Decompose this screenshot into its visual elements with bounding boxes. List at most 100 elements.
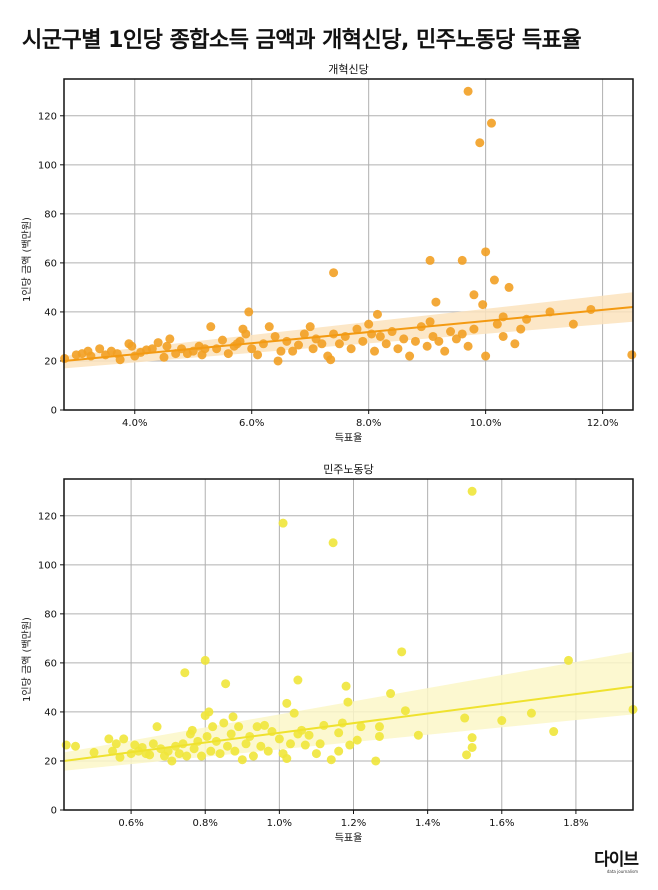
x-tick-label: 1.2% (341, 818, 366, 829)
data-point (317, 339, 327, 349)
data-point (252, 722, 262, 732)
data-point (219, 718, 229, 728)
data-point (115, 752, 125, 762)
data-point (486, 118, 496, 128)
data-point (270, 331, 280, 341)
x-tick-label: 1.0% (267, 818, 292, 829)
data-point (200, 655, 210, 665)
y-tick-label: 20 (44, 756, 57, 767)
data-point (375, 331, 385, 341)
data-point (334, 339, 344, 349)
x-tick-label: 6.0% (239, 418, 264, 429)
y-tick-label: 120 (38, 111, 57, 122)
data-point (516, 324, 526, 334)
data-point (478, 300, 488, 310)
data-point (498, 331, 508, 341)
data-point (413, 730, 423, 740)
data-point (352, 735, 362, 745)
data-point (399, 334, 409, 344)
data-point (308, 344, 318, 354)
data-point (289, 708, 299, 718)
regression-line (63, 685, 634, 762)
data-point (273, 356, 283, 366)
y-tick-label: 0 (51, 806, 57, 817)
chart-gaehyeok: 개혁신당 0 20 40 60 80 100 120 4.0% 6.0% 8.0% 10.0% 12.0… (21, 63, 637, 444)
data-point (61, 740, 71, 750)
data-point (370, 346, 380, 356)
data-point (393, 344, 403, 354)
confidence-band (64, 292, 633, 369)
data-point (422, 341, 432, 351)
plot-frame (63, 478, 634, 811)
data-point (341, 681, 351, 691)
data-point (329, 329, 339, 339)
y-tick-label: 120 (38, 511, 57, 522)
data-point (222, 741, 232, 751)
data-point (526, 708, 536, 718)
logo-text: 다이브 (594, 850, 639, 870)
data-point (147, 344, 157, 354)
data-point (237, 755, 247, 765)
data-point (469, 290, 479, 300)
data-point (187, 725, 197, 735)
data-point (425, 317, 435, 327)
y-axis-label: 1인당 금액 (백만원) (21, 617, 33, 702)
data-point (189, 744, 199, 754)
data-point (425, 255, 435, 265)
chart-title: 개혁신당 (328, 63, 368, 76)
data-point (115, 355, 125, 365)
chart-minju-nodong: 민주노동당 0 20 40 60 80 100 120 0.6% 0.8% 1.0% 1.2% 1.4%… (21, 463, 638, 844)
data-point (288, 346, 298, 356)
data-point (153, 338, 163, 348)
data-point (165, 334, 175, 344)
data-point (234, 722, 244, 732)
data-point (457, 255, 467, 265)
data-point (223, 349, 233, 359)
data-point (497, 716, 507, 726)
data-point (352, 324, 362, 334)
data-point (586, 304, 596, 314)
data-point (119, 734, 129, 744)
data-point (217, 335, 227, 345)
data-point (489, 275, 499, 285)
data-point (305, 322, 315, 332)
y-tick-label: 20 (44, 356, 57, 367)
data-point (440, 346, 450, 356)
data-point (358, 336, 368, 346)
data-point (329, 268, 339, 278)
data-point (148, 739, 158, 749)
data-point (282, 698, 292, 708)
data-point (467, 486, 477, 496)
data-point (215, 749, 225, 759)
x-tick-label: 0.8% (193, 818, 218, 829)
data-point (434, 336, 444, 346)
data-point (282, 336, 292, 346)
data-point (204, 707, 214, 717)
data-point (278, 518, 288, 528)
data-point (356, 722, 366, 732)
y-tick-label: 80 (44, 609, 57, 620)
data-point (446, 327, 456, 337)
data-point (228, 712, 238, 722)
data-point (159, 352, 169, 362)
data-point (293, 675, 303, 685)
data-point (492, 319, 502, 329)
chart-title: 민주노동당 (323, 463, 374, 476)
data-point (263, 746, 273, 756)
data-point (178, 739, 188, 749)
data-point (180, 668, 190, 678)
data-point (206, 322, 216, 332)
data-point (397, 647, 407, 657)
data-point (337, 718, 347, 728)
y-axis-label: 1인당 금액 (백만원) (21, 217, 33, 302)
data-point (469, 324, 479, 334)
x-tick-label: 12.0% (587, 418, 619, 429)
data-point (386, 689, 396, 699)
data-point (276, 346, 286, 356)
data-point (381, 339, 391, 349)
data-point (564, 655, 574, 665)
y-tick-label: 100 (38, 560, 57, 571)
data-point (244, 307, 254, 317)
data-point (300, 740, 310, 750)
